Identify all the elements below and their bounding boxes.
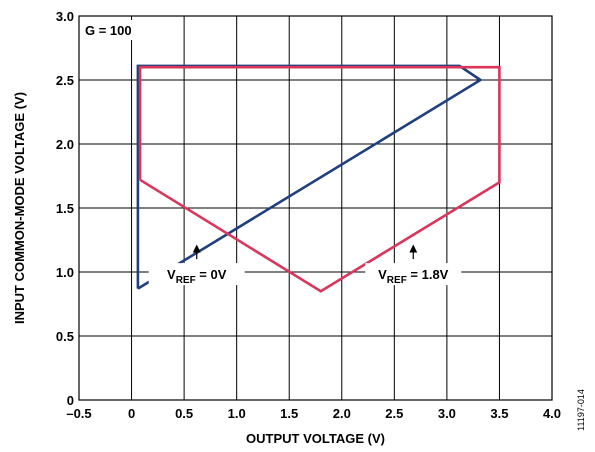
vref0-label: VREF = 0V [167,267,227,286]
x-tick-label: 1.0 [228,406,246,421]
gain-annotation: G = 100 [81,20,135,40]
annotation-layer: VREF = 0V VREF = 1.8V [148,244,462,286]
series-layer [136,64,501,293]
x-tick-label: 3.0 [438,406,456,421]
x-tick-label: –0.5 [66,406,91,421]
x-tick-label: 2.5 [385,406,403,421]
vref0-label-bg [148,263,245,286]
x-tick-label: 4.0 [543,406,561,421]
y-tick-label: 2.5 [56,73,74,88]
grid [78,15,553,401]
vref18-label: VREF = 1.8V [378,267,449,286]
figure-id: 11197-014 [576,389,586,431]
y-tick-label: 1.0 [56,265,74,280]
x-tick-label: 1.5 [280,406,298,421]
y-tick-label: 2.0 [56,137,74,152]
gain-label: G = 100 [85,23,132,38]
y-tick-label: 0.5 [56,329,74,344]
x-tick-label: 2.0 [333,406,351,421]
y-tick-label: 1.5 [56,201,74,216]
x-tick-label: 3.5 [490,406,508,421]
tick-labels: –0.5 0 0.5 1.0 1.5 2.0 2.5 3.0 3.5 4.000.51.01.52… [56,9,561,421]
x-tick-label: 0 [128,406,135,421]
series-line-0 [136,64,483,290]
plot-frame [78,15,553,401]
x-tick-label: 0.5 [175,406,193,421]
y-tick-label: 0 [67,393,74,408]
vref18-label-bg [365,263,462,286]
series-line-1 [138,65,501,293]
x-axis-label: OUTPUT VOLTAGE (V) [246,431,385,446]
y-tick-label: 3.0 [56,9,74,24]
y-axis-label: INPUT COMMON-MODE VOLTAGE (V) [12,92,27,324]
